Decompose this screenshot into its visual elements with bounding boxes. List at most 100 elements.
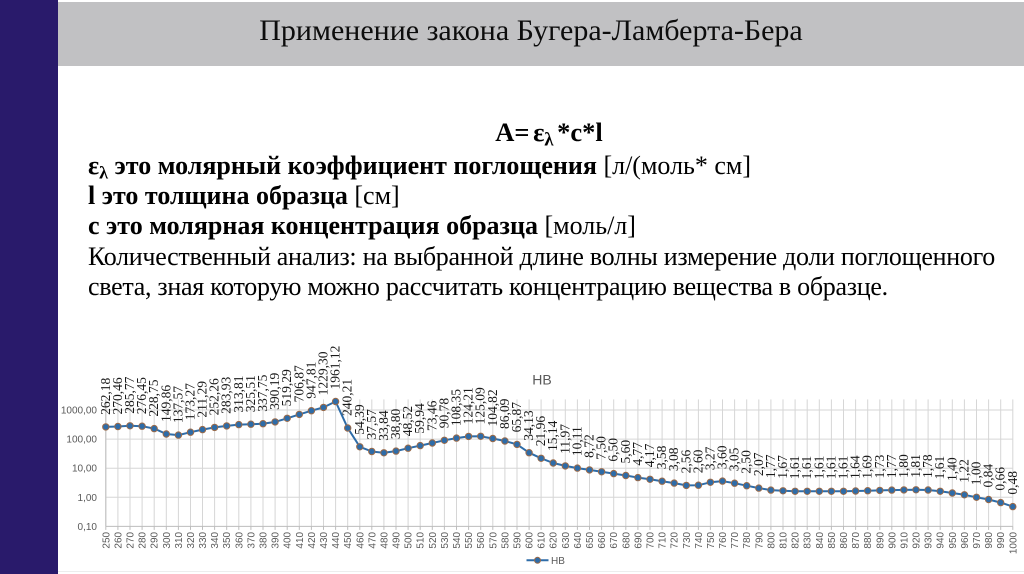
svg-text:1000,00: 1000,00 [61, 406, 98, 417]
svg-text:519,29: 519,29 [279, 369, 294, 406]
svg-text:980: 980 [984, 531, 995, 548]
svg-text:660: 660 [597, 531, 608, 548]
svg-text:320: 320 [186, 531, 197, 548]
svg-text:0,66: 0,66 [993, 467, 1008, 491]
svg-text:530: 530 [440, 531, 451, 548]
svg-text:1,67: 1,67 [775, 455, 790, 479]
svg-text:173,27: 173,27 [183, 383, 198, 420]
svg-text:970: 970 [972, 531, 983, 548]
svg-text:1,69: 1,69 [860, 455, 875, 479]
svg-text:1,61: 1,61 [836, 456, 851, 480]
svg-text:11,97: 11,97 [557, 424, 572, 454]
svg-text:380: 380 [259, 531, 270, 548]
svg-text:7,50: 7,50 [594, 436, 609, 460]
svg-text:470: 470 [367, 531, 378, 548]
svg-text:710: 710 [658, 531, 669, 548]
svg-text:276,45: 276,45 [134, 377, 149, 414]
svg-text:520: 520 [428, 531, 439, 548]
svg-text:1,61: 1,61 [787, 456, 802, 480]
svg-text:760: 760 [718, 531, 729, 548]
svg-text:990: 990 [996, 531, 1007, 548]
svg-text:НВ: НВ [551, 556, 565, 567]
svg-text:228,75: 228,75 [146, 379, 161, 416]
svg-text:690: 690 [633, 531, 644, 548]
svg-text:860: 860 [839, 531, 850, 548]
svg-text:620: 620 [549, 531, 560, 548]
svg-text:1229,30: 1229,30 [316, 351, 331, 395]
svg-text:650: 650 [585, 531, 596, 548]
svg-text:630: 630 [561, 531, 572, 548]
svg-text:1,77: 1,77 [763, 454, 778, 478]
svg-text:900: 900 [887, 531, 898, 548]
svg-text:6,50: 6,50 [606, 438, 621, 462]
svg-text:285,77: 285,77 [122, 376, 137, 413]
svg-text:290: 290 [150, 531, 161, 548]
svg-text:59,94: 59,94 [412, 403, 427, 434]
svg-text:580: 580 [500, 531, 511, 548]
svg-text:300: 300 [162, 531, 173, 548]
svg-text:240,21: 240,21 [340, 379, 355, 416]
svg-text:10,11: 10,11 [569, 426, 584, 456]
svg-text:137,57: 137,57 [170, 386, 185, 423]
svg-text:3,08: 3,08 [666, 447, 681, 471]
svg-text:1961,12: 1961,12 [328, 346, 343, 390]
svg-text:540: 540 [452, 531, 463, 548]
svg-text:5,60: 5,60 [618, 440, 633, 464]
svg-text:510: 510 [416, 531, 427, 548]
svg-text:390,19: 390,19 [267, 373, 282, 410]
svg-text:890: 890 [875, 531, 886, 548]
svg-text:1,40: 1,40 [944, 457, 959, 481]
svg-text:340: 340 [210, 531, 221, 548]
svg-text:1,78: 1,78 [920, 454, 935, 478]
svg-text:3,27: 3,27 [702, 446, 717, 470]
svg-text:480: 480 [379, 531, 390, 548]
svg-text:420: 420 [307, 531, 318, 548]
svg-text:90,78: 90,78 [436, 398, 451, 429]
svg-text:100,00: 100,00 [66, 435, 97, 446]
svg-text:310: 310 [174, 531, 185, 548]
svg-text:590: 590 [513, 531, 524, 548]
svg-text:500: 500 [404, 531, 415, 548]
svg-text:8,72: 8,72 [582, 434, 597, 458]
svg-text:390: 390 [271, 531, 282, 548]
svg-text:790: 790 [754, 531, 765, 548]
svg-text:706,87: 706,87 [291, 365, 306, 402]
svg-text:283,93: 283,93 [219, 377, 234, 414]
svg-text:1,22: 1,22 [956, 459, 971, 483]
svg-text:780: 780 [742, 531, 753, 548]
svg-text:1,61: 1,61 [823, 456, 838, 480]
svg-text:1,61: 1,61 [932, 456, 947, 480]
svg-text:1,61: 1,61 [811, 456, 826, 480]
svg-text:1,00: 1,00 [969, 461, 984, 485]
svg-text:610: 610 [537, 531, 548, 548]
svg-text:940: 940 [936, 531, 947, 548]
svg-text:3,58: 3,58 [654, 445, 669, 469]
svg-text:947,81: 947,81 [303, 362, 318, 399]
svg-text:910: 910 [899, 531, 910, 548]
svg-text:104,82: 104,82 [485, 389, 500, 426]
svg-text:1,81: 1,81 [908, 454, 923, 478]
svg-text:750: 750 [706, 531, 717, 548]
svg-text:1000: 1000 [1008, 531, 1019, 554]
svg-text:550: 550 [464, 531, 475, 548]
svg-text:262,18: 262,18 [98, 378, 113, 415]
svg-text:54,39: 54,39 [352, 404, 367, 435]
svg-text:4,17: 4,17 [642, 443, 657, 467]
svg-text:1,61: 1,61 [799, 456, 814, 480]
svg-text:48,52: 48,52 [400, 406, 415, 436]
svg-text:0,84: 0,84 [981, 464, 996, 488]
svg-text:1,73: 1,73 [872, 455, 887, 479]
svg-text:1,80: 1,80 [896, 454, 911, 478]
svg-text:2,50: 2,50 [739, 450, 754, 474]
svg-text:15,14: 15,14 [545, 420, 560, 451]
svg-text:65,87: 65,87 [509, 402, 524, 433]
svg-text:270,46: 270,46 [110, 377, 125, 414]
svg-text:34,13: 34,13 [521, 410, 536, 441]
svg-text:124,21: 124,21 [461, 387, 476, 424]
svg-text:370: 370 [246, 531, 257, 548]
svg-text:НВ: НВ [532, 372, 551, 388]
svg-text:680: 680 [621, 531, 632, 548]
svg-text:1,00: 1,00 [78, 493, 98, 504]
svg-text:73,46: 73,46 [424, 400, 439, 431]
svg-text:400: 400 [283, 531, 294, 548]
